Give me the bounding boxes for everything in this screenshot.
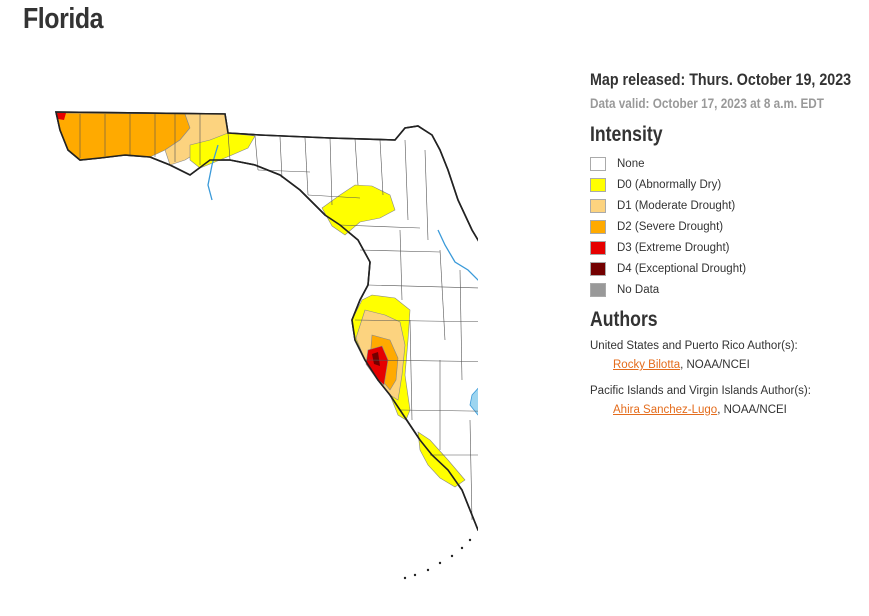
legend-item-d2: D2 (Severe Drought) xyxy=(590,216,865,237)
legend-label: D2 (Severe Drought) xyxy=(617,220,724,233)
legend-item-d4: D4 (Exceptional Drought) xyxy=(590,258,865,279)
intensity-legend: None D0 (Abnormally Dry) D1 (Moderate Dr… xyxy=(590,153,865,300)
legend-swatch xyxy=(590,198,606,213)
page-title: Florida xyxy=(23,3,104,35)
legend-swatch xyxy=(590,261,606,276)
legend-label: D0 (Abnormally Dry) xyxy=(617,178,722,191)
legend-item-none: None xyxy=(590,153,865,174)
florida-drought-map xyxy=(55,111,478,580)
author-group-us: United States and Puerto Rico Author(s):… xyxy=(590,340,865,371)
legend-item-no-data: No Data xyxy=(590,279,865,300)
apalachicola-river xyxy=(207,144,219,201)
authors-heading: Authors xyxy=(590,308,658,331)
author-group-pacific: Pacific Islands and Virgin Islands Autho… xyxy=(590,385,865,416)
author-org: , NOAA/NCEI xyxy=(717,404,787,416)
state-outline xyxy=(55,111,478,531)
drought-d0-southwest xyxy=(417,431,466,488)
legend-label: None xyxy=(617,157,645,170)
legend-swatch xyxy=(590,282,606,297)
legend-swatch xyxy=(590,219,606,234)
legend-label: No Data xyxy=(617,283,660,296)
intensity-heading: Intensity xyxy=(590,123,663,146)
legend-swatch xyxy=(590,177,606,192)
drought-d3-west-coast xyxy=(365,345,389,386)
legend-swatch xyxy=(590,240,606,255)
florida-keys xyxy=(403,538,472,580)
state-shape xyxy=(55,111,478,531)
info-panel: Map released: Thurs. October 19, 2023 Da… xyxy=(590,70,865,416)
st-johns-river xyxy=(437,229,478,281)
map-released-date: Map released: Thurs. October 19, 2023 xyxy=(590,70,852,89)
legend-item-d3: D3 (Extreme Drought) xyxy=(590,237,865,258)
legend-label: D3 (Extreme Drought) xyxy=(617,241,730,254)
author-link[interactable]: Rocky Bilotta xyxy=(613,359,681,371)
drought-d3-panhandle xyxy=(57,113,66,120)
drought-d0-panhandle xyxy=(189,132,256,169)
author-line: Ahira Sanchez-Lugo, NOAA/NCEI xyxy=(590,404,865,416)
drought-d0-north-central xyxy=(321,184,396,236)
legend-swatch xyxy=(590,156,606,171)
author-org: , NOAA/NCEI xyxy=(680,359,750,371)
lake-okeechobee xyxy=(469,387,478,416)
author-group-label: Pacific Islands and Virgin Islands Autho… xyxy=(590,385,811,397)
data-valid-date: Data valid: October 17, 2023 at 8 a.m. E… xyxy=(590,95,824,111)
legend-item-d1: D1 (Moderate Drought) xyxy=(590,195,865,216)
legend-item-d0: D0 (Abnormally Dry) xyxy=(590,174,865,195)
legend-label: D4 (Exceptional Drought) xyxy=(617,262,747,275)
legend-label: D1 (Moderate Drought) xyxy=(617,199,736,212)
drought-d4-west-coast xyxy=(372,352,380,366)
author-group-label: United States and Puerto Rico Author(s): xyxy=(590,340,798,352)
author-line: Rocky Bilotta, NOAA/NCEI xyxy=(590,359,865,371)
author-link[interactable]: Ahira Sanchez-Lugo xyxy=(613,404,718,416)
county-lines xyxy=(79,114,478,521)
